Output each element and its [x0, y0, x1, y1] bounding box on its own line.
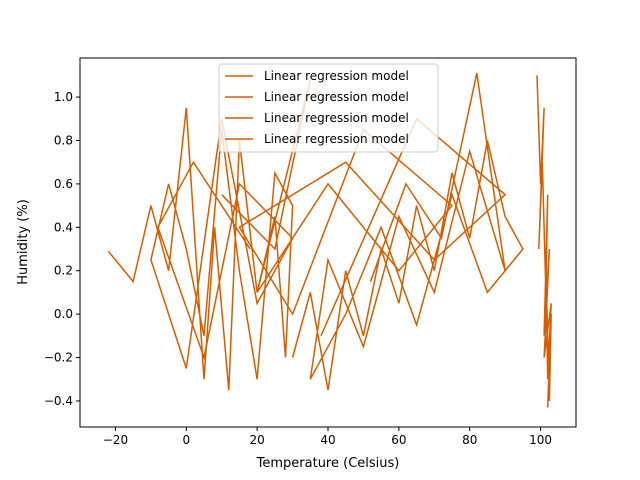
- legend: Linear regression model Linear regression…: [218, 63, 439, 153]
- legend-label: Linear regression model: [264, 132, 409, 146]
- x-tick-label: 60: [391, 433, 406, 447]
- y-tick-label: 1.0: [54, 90, 73, 104]
- y-tick-label: 0.4: [54, 220, 73, 234]
- y-tick-label: 0.2: [54, 264, 73, 278]
- series-line-3: [536, 75, 552, 408]
- x-tick-label: 40: [320, 433, 335, 447]
- x-tick-label: 0: [182, 433, 190, 447]
- x-tick-label: 80: [462, 433, 477, 447]
- series-line-1: [107, 107, 294, 391]
- legend-box: [218, 63, 439, 153]
- x-tick-label: 20: [250, 433, 265, 447]
- y-tick-label: 0.0: [54, 307, 73, 321]
- series-line-2: [291, 73, 524, 391]
- x-tick-label: 100: [529, 433, 552, 447]
- y-tick-label: 0.8: [54, 133, 73, 147]
- x-axis-label: Temperature (Celsius): [256, 456, 400, 471]
- x-axis: −20 0 20 40 60 80 100: [103, 427, 552, 447]
- legend-label: Linear regression model: [264, 69, 409, 83]
- legend-label: Linear regression model: [264, 90, 409, 104]
- legend-label: Linear regression model: [264, 111, 409, 125]
- y-tick-label: −0.2: [44, 351, 73, 365]
- y-tick-label: 0.6: [54, 177, 73, 191]
- y-tick-label: −0.4: [44, 394, 73, 408]
- y-axis: −0.4 −0.2 0.0 0.2 0.4 0.6 0.8 1.0: [44, 90, 80, 408]
- x-tick-label: −20: [103, 433, 128, 447]
- y-axis-label: Humidity (%): [16, 199, 31, 285]
